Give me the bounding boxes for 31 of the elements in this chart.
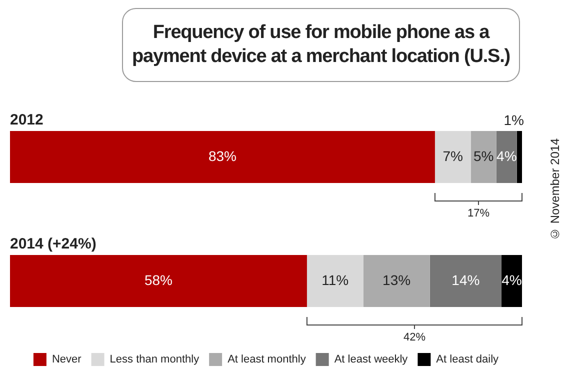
bar bbox=[10, 130, 435, 184]
bar bbox=[502, 254, 522, 308]
legend-label: Never bbox=[52, 354, 82, 366]
data-label: 13% bbox=[382, 272, 411, 288]
bar bbox=[306, 254, 364, 308]
bar bbox=[434, 130, 471, 184]
legend-label: Less than monthly bbox=[110, 354, 200, 366]
bar bbox=[363, 254, 430, 308]
data-label: 11% bbox=[322, 272, 349, 288]
legend-label: At least daily bbox=[436, 354, 500, 366]
bar bbox=[470, 130, 496, 184]
y-tick-label: 2012 bbox=[10, 112, 44, 129]
bar bbox=[10, 254, 307, 308]
data-label: 5% bbox=[473, 148, 494, 164]
bar bbox=[516, 130, 522, 184]
legend-label: At least weekly bbox=[334, 354, 408, 366]
bar bbox=[496, 130, 517, 184]
data-label: 58% bbox=[144, 272, 172, 288]
legend-label: At least monthly bbox=[228, 354, 306, 366]
data-label: 7% bbox=[442, 148, 463, 164]
chart-title: Frequency of use for mobile phone as a payment device at a merchant location (U.S.) bbox=[122, 8, 520, 82]
text: © November 2014 bbox=[548, 138, 562, 244]
data-label: 1% bbox=[504, 112, 524, 128]
bar bbox=[430, 254, 502, 308]
data-label: 4% bbox=[502, 272, 522, 288]
data-label: 4% bbox=[496, 148, 517, 164]
data-label: 14% bbox=[452, 272, 480, 288]
text: 42% bbox=[403, 332, 426, 344]
y-tick-label: 2014 (+24%) bbox=[10, 236, 96, 253]
annotation: 17% bbox=[467, 208, 490, 220]
data-label: 83% bbox=[208, 148, 236, 164]
